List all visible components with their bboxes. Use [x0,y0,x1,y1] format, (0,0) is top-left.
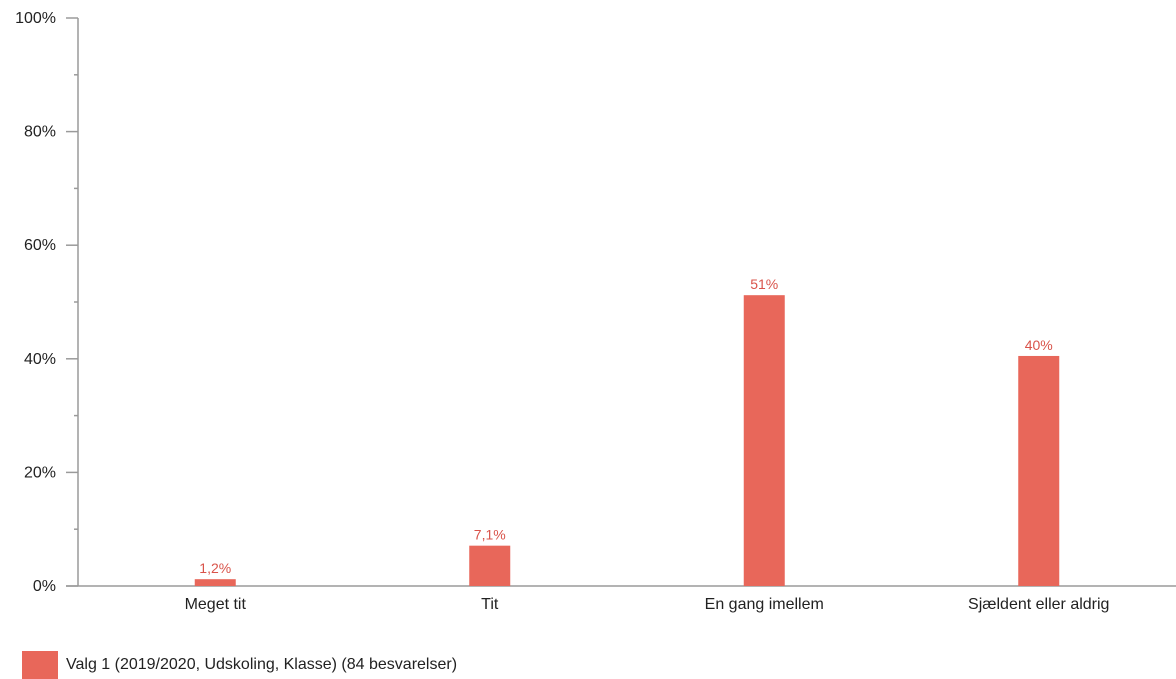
y-tick-label: 80% [24,124,56,141]
x-tick-label: Tit [481,596,499,613]
y-tick-label: 60% [24,237,56,254]
y-tick-label: 20% [24,464,56,481]
data-label: 1,2% [199,560,231,576]
y-tick-label: 0% [33,578,56,595]
bar [469,545,511,586]
x-tick-label: En gang imellem [705,596,824,613]
x-axis: Meget tit Tit En gang imellem Sjældent elle… [66,585,1176,613]
bar [743,295,785,586]
legend-swatch [22,651,58,679]
y-axis: 0% 20% 40% 60% 80% 100% [15,10,79,595]
bar [194,579,236,586]
legend: Valg 1 (2019/2020, Udskoling, Klasse) (8… [22,651,457,679]
bar-chart: 0% 20% 40% 60% 80% 100% Meget tit Tit En gang i… [15,10,1176,613]
data-label: 51% [750,276,778,292]
y-tick-label: 40% [24,351,56,368]
x-tick-label: Sjældent eller aldrig [968,596,1109,613]
data-label: 7,1% [474,527,506,543]
bars: 1,2% 7,1% 51% 40% [194,276,1060,586]
legend-label: Valg 1 (2019/2020, Udskoling, Klasse) (8… [66,656,458,673]
data-label: 40% [1025,337,1053,353]
y-tick-label: 100% [15,10,56,27]
x-tick-label: Meget tit [185,596,247,613]
bar [1018,355,1060,586]
